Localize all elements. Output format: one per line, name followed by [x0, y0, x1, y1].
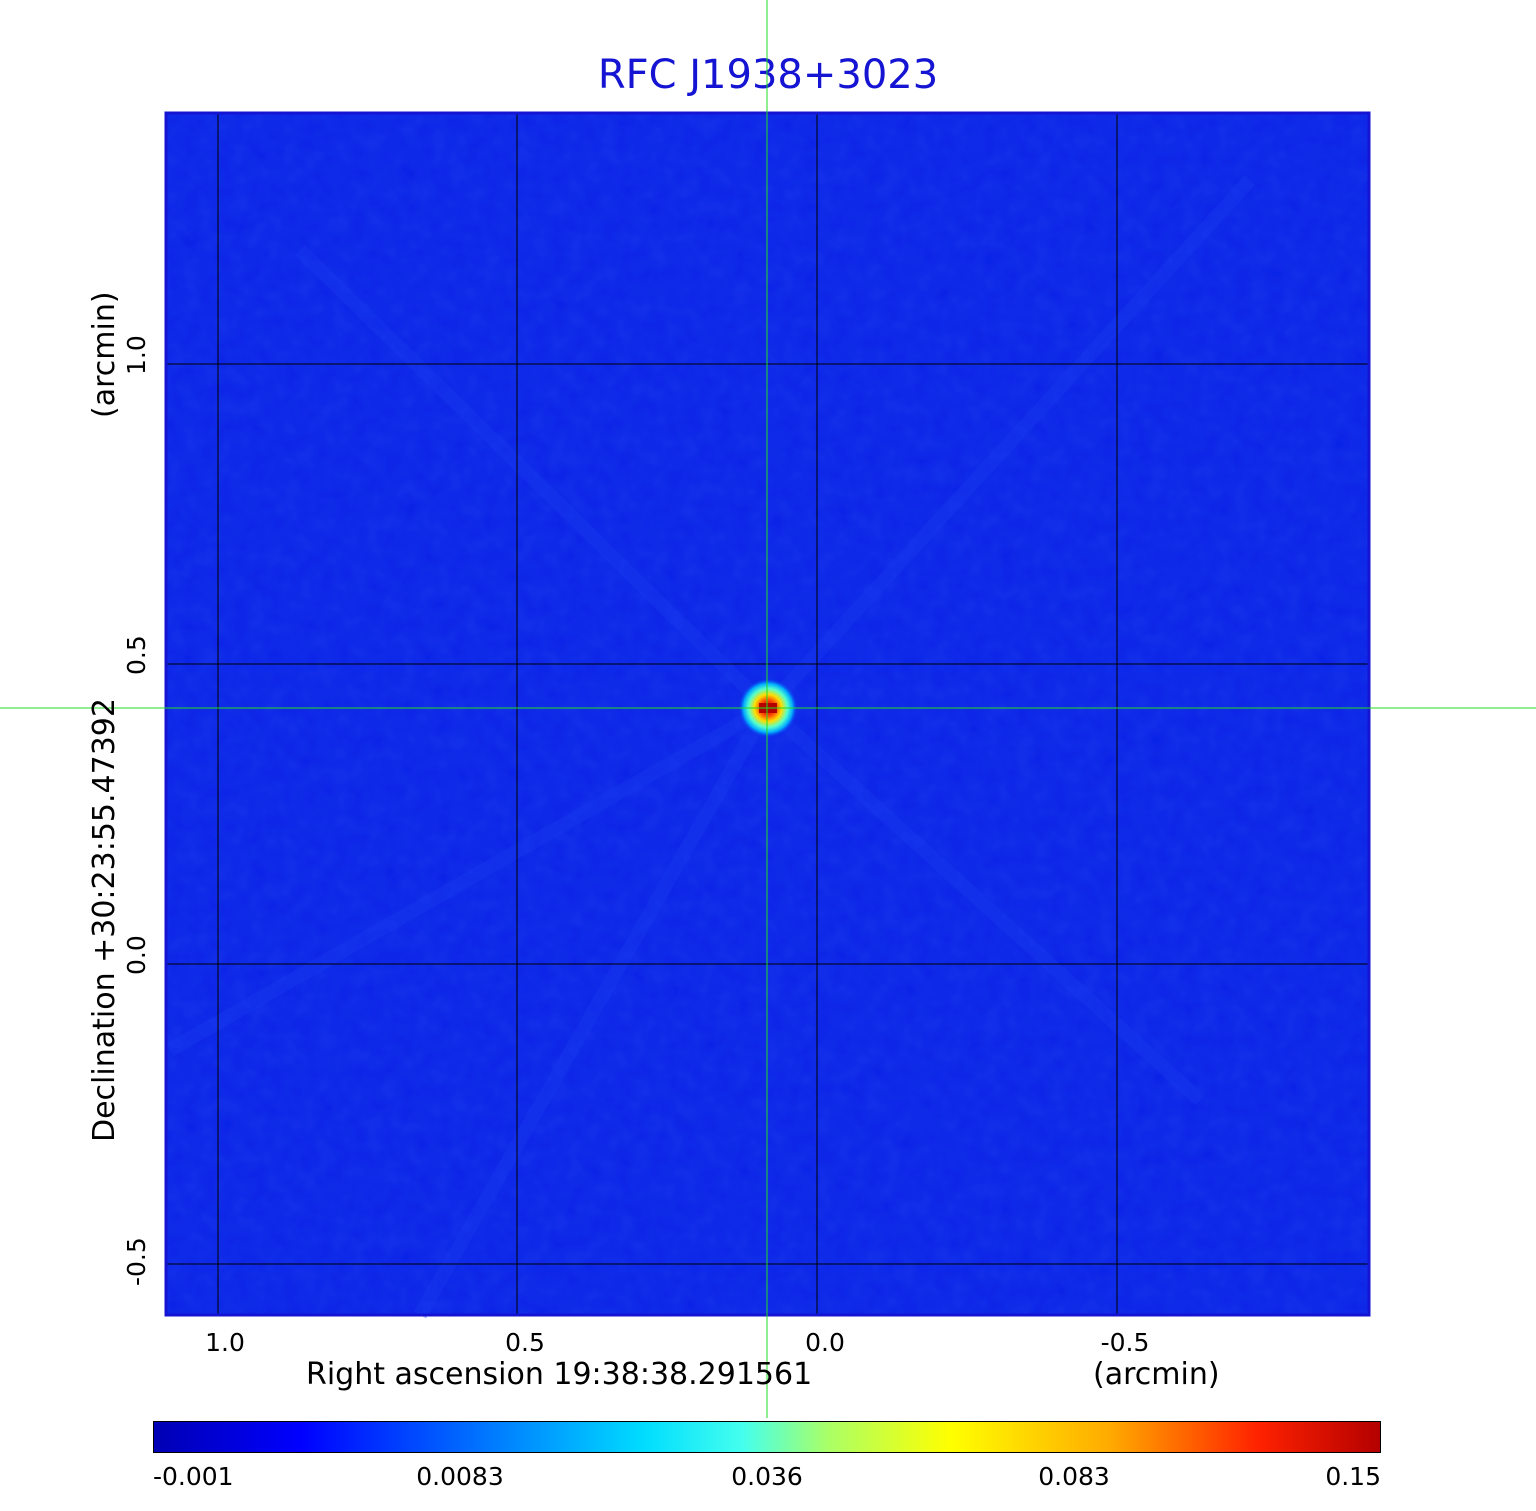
x-axis-unit: (arcmin): [1093, 1357, 1220, 1392]
y-tick-label: 0.5: [122, 635, 151, 675]
colorbar-tick-label: 0.0083: [416, 1462, 504, 1491]
y-tick-label: 0.0: [122, 935, 151, 975]
colorbar-tick-label: 0.036: [731, 1462, 803, 1491]
y-axis-unit: (arcmin): [87, 291, 122, 418]
sidelobe-pattern: [166, 175, 1256, 1319]
colorbar-tick-label: -0.001: [153, 1462, 234, 1491]
colorbar-tick-label: 0.15: [1325, 1462, 1381, 1491]
colorbar-tick-label: 0.083: [1038, 1462, 1110, 1491]
colorbar: [153, 1421, 1381, 1453]
x-tick-label: 1.0: [205, 1328, 245, 1357]
x-tick-label: 0.0: [805, 1328, 845, 1357]
x-tick-label: 0.5: [505, 1328, 545, 1357]
x-axis-label: Right ascension 19:38:38.291561: [306, 1357, 813, 1392]
crosshair: [0, 0, 1536, 1418]
y-axis-label: Declination +30:23:55.47392: [87, 698, 122, 1142]
y-tick-label: 1.0: [122, 335, 151, 375]
x-tick-label: -0.5: [1100, 1328, 1150, 1357]
y-tick-label: -0.5: [122, 1237, 151, 1286]
image-title: RFC J1938+3023: [597, 52, 939, 98]
